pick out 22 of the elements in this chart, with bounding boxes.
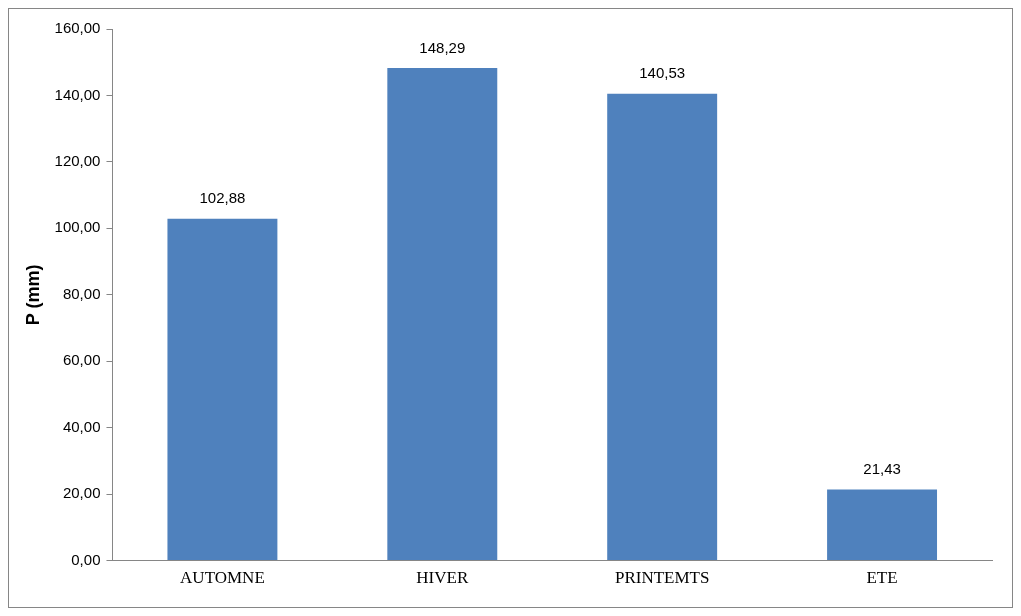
x-tick-label: HIVER bbox=[416, 568, 469, 588]
bar bbox=[387, 67, 498, 561]
y-tick-label: 100,00 bbox=[54, 218, 101, 236]
y-axis-title: P (mm) bbox=[22, 264, 43, 326]
x-tick-label: PRINTEMTS bbox=[614, 568, 710, 588]
y-tick-label: 160,00 bbox=[54, 19, 101, 37]
data-label: 140,53 bbox=[639, 64, 686, 82]
data-label: 148,29 bbox=[419, 38, 466, 56]
x-tick-label: ETE bbox=[866, 568, 898, 588]
bar bbox=[167, 218, 278, 561]
y-tick-label: 140,00 bbox=[54, 85, 101, 103]
data-label: 21,43 bbox=[863, 460, 901, 478]
y-tick-label: 0,00 bbox=[71, 550, 101, 568]
bar bbox=[607, 93, 718, 561]
x-tick-label: AUTOMNE bbox=[180, 568, 265, 588]
y-tick-label: 60,00 bbox=[62, 351, 101, 369]
bar bbox=[827, 489, 938, 561]
y-tick-label: 80,00 bbox=[62, 284, 101, 302]
y-tick-label: 120,00 bbox=[54, 152, 101, 170]
y-tick-label: 20,00 bbox=[62, 484, 101, 502]
data-label: 102,88 bbox=[199, 189, 246, 207]
y-tick-label: 40,00 bbox=[62, 417, 101, 435]
